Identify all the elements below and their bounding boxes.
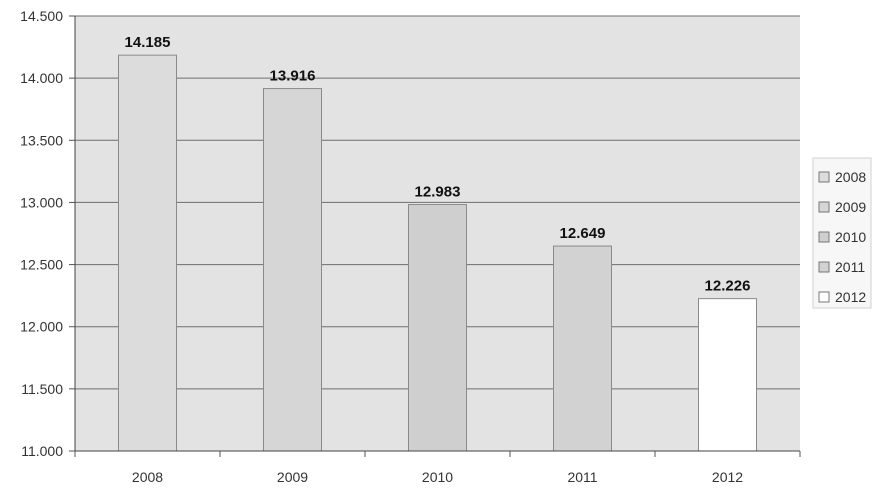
bar-2008 bbox=[118, 54, 177, 452]
y-tick-label: 14.500 bbox=[20, 8, 63, 24]
legend-label-2010: 2010 bbox=[835, 229, 866, 245]
x-tick-label-2008: 2008 bbox=[132, 469, 163, 485]
x-tick-label-2010: 2010 bbox=[422, 469, 453, 485]
value-label-2008: 14.185 bbox=[125, 34, 171, 51]
legend-label-2011: 2011 bbox=[835, 259, 865, 275]
y-axis-ticks: 11.000 11.500 12.000 12.500 13.000 13.500 14.0… bbox=[20, 8, 800, 459]
legend-swatch-2010 bbox=[818, 231, 830, 243]
legend-swatch-2009 bbox=[818, 201, 830, 213]
legend-swatch-2012 bbox=[818, 291, 830, 303]
bar-2011 bbox=[553, 245, 612, 452]
value-label-2011: 12.649 bbox=[560, 225, 606, 242]
value-label-2010: 12.983 bbox=[415, 184, 461, 201]
x-tick-label-2009: 2009 bbox=[277, 469, 308, 485]
y-tick-label: 12.500 bbox=[20, 257, 63, 273]
data-labels: 14.185 13.916 12.983 12.649 12.226 bbox=[125, 34, 751, 294]
y-tick-label: 13.500 bbox=[20, 132, 63, 148]
legend-label-2009: 2009 bbox=[835, 199, 866, 215]
y-tick-label: 14.000 bbox=[20, 70, 63, 86]
legend: 2008 2009 2010 2011 2012 bbox=[812, 157, 872, 309]
legend-swatch-2011 bbox=[818, 261, 830, 273]
y-tick-label: 11.500 bbox=[21, 381, 63, 397]
x-tick-label-2011: 2011 bbox=[567, 469, 597, 485]
bar-2009 bbox=[263, 88, 322, 452]
y-tick-label: 13.000 bbox=[20, 194, 63, 210]
bars bbox=[118, 54, 757, 452]
value-label-2012: 12.226 bbox=[705, 278, 751, 295]
y-tick-label: 12.000 bbox=[20, 319, 63, 335]
value-label-2009: 13.916 bbox=[270, 68, 316, 85]
legend-label-2012: 2012 bbox=[835, 289, 866, 305]
y-tick-label: 11.000 bbox=[21, 443, 63, 459]
x-tick-label-2012: 2012 bbox=[712, 469, 743, 485]
legend-swatch-2008 bbox=[818, 171, 830, 183]
bar-2010 bbox=[408, 204, 467, 452]
bar-2012 bbox=[698, 298, 757, 452]
legend-label-2008: 2008 bbox=[835, 169, 866, 185]
x-axis-ticks: 2008 2009 2010 2011 2012 bbox=[74, 451, 801, 485]
